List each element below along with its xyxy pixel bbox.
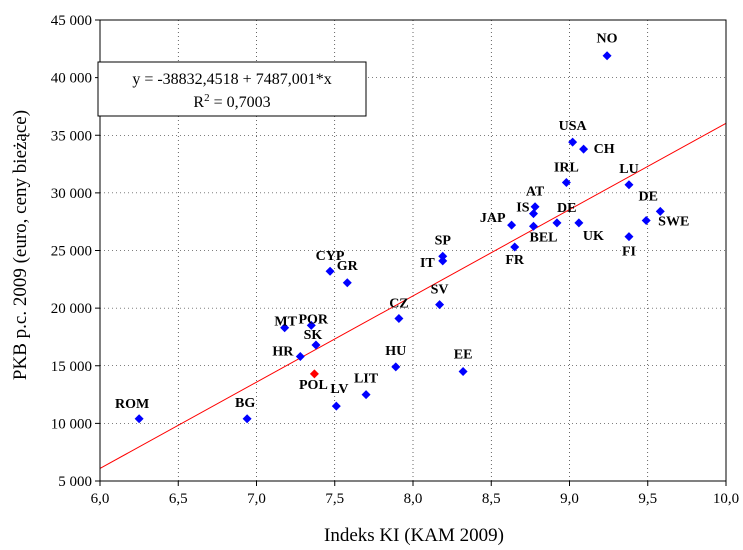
data-point-fr — [510, 242, 520, 252]
data-point-fi — [624, 232, 634, 242]
y-tick-label: 10 000 — [51, 416, 92, 432]
point-label-ee: EE — [454, 348, 473, 363]
data-point-hr — [295, 352, 305, 362]
data-point-ee — [458, 367, 468, 377]
y-tick-label: 40 000 — [51, 71, 92, 87]
data-point-swe — [641, 216, 651, 226]
point-label-cz: CZ — [389, 296, 408, 311]
point-label-lu: LU — [619, 162, 638, 177]
point-label-hu: HU — [385, 344, 406, 359]
data-point-rom — [134, 414, 144, 424]
point-label-gr: GR — [337, 259, 359, 274]
r-squared-value: = 0,7003 — [210, 94, 271, 111]
data-point-por — [306, 320, 316, 330]
data-point-pol — [309, 369, 319, 379]
point-label-uk: UK — [583, 229, 604, 244]
point-label-is: IS — [516, 201, 529, 216]
data-point-sv — [435, 300, 445, 310]
regression-line-group — [99, 122, 727, 469]
point-label-bel: BEL — [530, 230, 558, 245]
data-point-jap — [507, 220, 517, 230]
r-squared-symbol: R — [193, 94, 204, 111]
equation-text: y = -38832,4518 + 7487,001*x — [132, 71, 331, 88]
point-label-fr: FR — [505, 253, 525, 268]
data-point-mt — [280, 323, 290, 333]
x-tick-label: 8,5 — [482, 491, 501, 507]
data-point-hu — [391, 362, 401, 372]
data-point-usa — [568, 137, 578, 147]
point-label-swe: SWE — [658, 215, 689, 230]
point-label-sp: SP — [435, 233, 452, 248]
x-tick-label: 9,5 — [638, 491, 657, 507]
point-label-mt: MT — [274, 315, 297, 330]
y-tick-label: 25 000 — [51, 244, 92, 260]
x-tick-label: 8,0 — [404, 491, 423, 507]
y-axis-title: PKB p.c. 2009 (euro, ceny bieżące) — [10, 110, 31, 380]
equation-box: y = -38832,4518 + 7487,001*x R2 = 0,7003 — [97, 61, 367, 117]
x-tick-label: 9,0 — [560, 491, 579, 507]
data-point-it — [438, 256, 448, 266]
axis-ticks: 6,0 6,5 7,0 7,5 8,0 8,5 9,0 9,5 10,0 5 000 10 000 1… — [51, 13, 739, 507]
data-point-lu — [624, 180, 634, 190]
data-point-uk — [574, 218, 584, 228]
point-label-pol: POL — [299, 378, 328, 393]
point-label-por: POR — [298, 312, 328, 327]
point-label-lv: LV — [330, 382, 348, 397]
point-label-bg: BG — [235, 396, 255, 411]
data-points — [134, 51, 665, 424]
x-axis-title: Indeks KI (KAM 2009) — [324, 525, 504, 546]
data-point-lit — [361, 390, 371, 400]
data-point-cyp — [325, 266, 335, 276]
data-point-ch — [579, 144, 589, 154]
point-label-no: NO — [597, 32, 618, 47]
data-point-at — [530, 202, 540, 212]
data-point-de — [552, 218, 562, 228]
data-point-bg — [242, 414, 252, 424]
point-label-sk: SK — [304, 328, 323, 343]
y-tick-label: 20 000 — [51, 301, 92, 317]
x-tick-label: 7,5 — [325, 491, 344, 507]
y-tick-label: 35 000 — [51, 128, 92, 144]
y-tick-label: 5 000 — [58, 474, 92, 490]
point-label-jap: JAP — [480, 211, 506, 226]
r-squared-text: R2 = 0,7003 — [193, 92, 270, 111]
data-point-lv — [331, 401, 341, 411]
point-label-de: DE — [557, 201, 576, 216]
x-tick-label: 10,0 — [713, 491, 739, 507]
data-point-irl — [561, 178, 571, 188]
data-point-de — [655, 206, 665, 216]
data-point-bel — [529, 221, 539, 231]
point-label-hr: HR — [272, 345, 294, 360]
y-tick-label: 45 000 — [51, 13, 92, 29]
point-label-sv: SV — [431, 283, 449, 298]
regression-line — [99, 122, 727, 469]
y-tick-label: 30 000 — [51, 186, 92, 202]
point-label-de: DE — [639, 189, 658, 204]
y-tick-label: 15 000 — [51, 359, 92, 375]
point-label-cyp: CYP — [316, 249, 345, 264]
point-label-usa: USA — [559, 119, 588, 134]
point-label-at: AT — [526, 185, 545, 200]
point-label-rom: ROM — [115, 397, 149, 412]
point-label-fi: FI — [622, 245, 636, 260]
x-tick-label: 6,0 — [91, 491, 110, 507]
data-point-cz — [394, 313, 404, 323]
x-tick-label: 6,5 — [169, 491, 188, 507]
r-squared-exponent: 2 — [204, 92, 210, 104]
point-label-ch: CH — [594, 142, 615, 157]
data-point-sp — [438, 251, 448, 261]
x-tick-label: 7,0 — [247, 491, 266, 507]
data-point-no — [602, 51, 612, 61]
data-point-is — [529, 209, 539, 219]
point-label-lit: LIT — [354, 372, 379, 387]
data-point-sk — [311, 340, 321, 350]
data-point-gr — [342, 278, 352, 288]
point-label-it: IT — [420, 256, 435, 271]
point-label-irl: IRL — [554, 161, 579, 176]
